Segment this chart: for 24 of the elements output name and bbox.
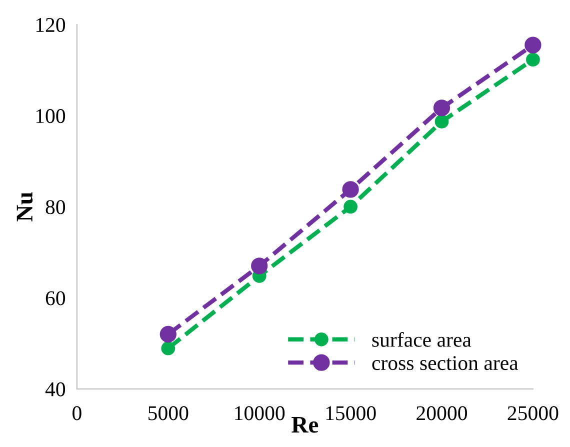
point [434,114,449,129]
legend-label: cross section area [372,356,518,370]
point [251,258,268,274]
point [342,181,359,198]
x-tick-label: 25000 [508,406,558,420]
y-tick-label: 100 [36,109,66,124]
point [433,100,450,116]
point [161,341,176,356]
y-tick-label: 40 [45,382,66,396]
point [526,52,540,67]
point [524,36,542,54]
x-tick-label: 5000 [148,406,188,420]
point [344,200,358,214]
x-tick-label: 15000 [326,406,376,420]
y-axis-title: Nu [16,192,33,222]
y-tick-label: 60 [46,291,66,306]
legend-label: surface area [372,332,472,347]
x-tick-label: 10000 [235,406,285,420]
x-axis-title: Re [292,417,318,433]
y-tick-label: 120 [36,18,66,32]
x-tick-label: 0 [72,406,82,420]
y-tick-label: 80 [46,200,66,214]
point [160,326,176,343]
x-tick-label: 20000 [416,406,467,420]
